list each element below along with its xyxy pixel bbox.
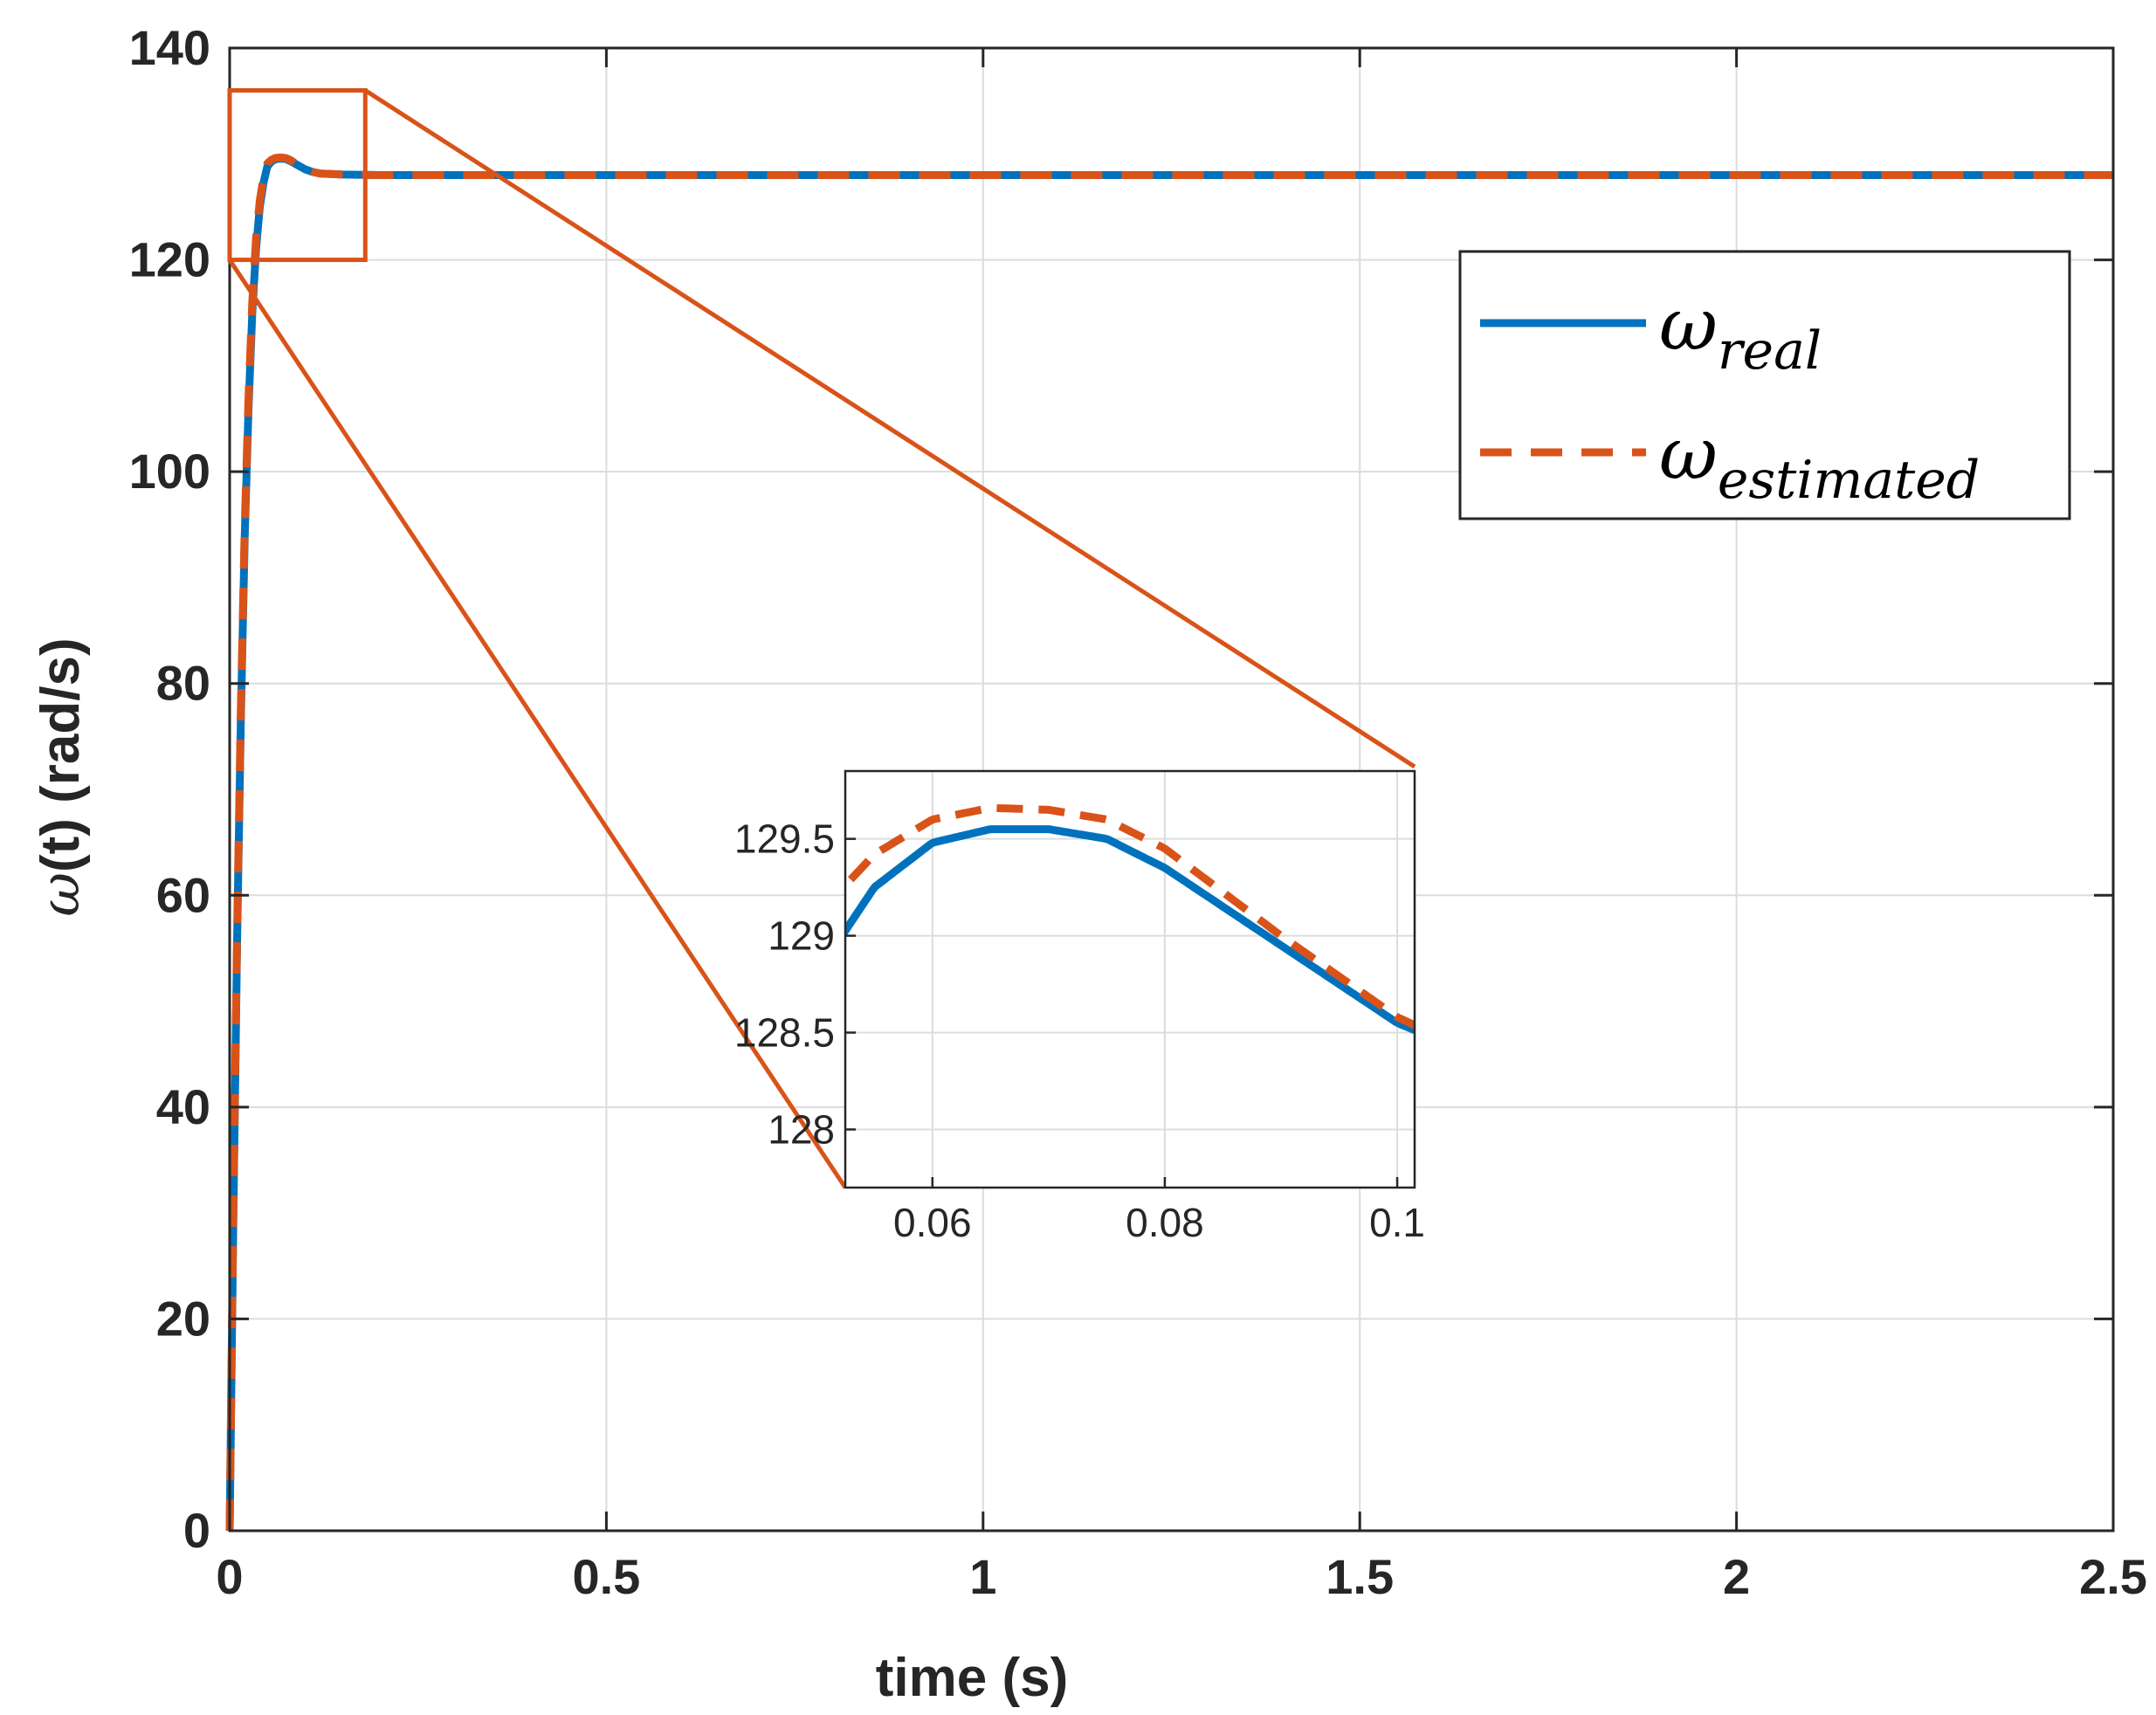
inset-x-tick-label: 0.06	[893, 1200, 972, 1245]
inset-x-tick-labels: 0.06 0.08 0.1	[893, 1200, 1425, 1245]
zoom-connector-upper	[363, 88, 1416, 769]
y-tick-label: 20	[156, 1291, 210, 1346]
x-tick-labels: 0 0.5 1 1.5 2 2.5	[216, 1549, 2147, 1604]
inset-series-real-line	[845, 825, 1415, 1035]
inset-y-tick-label: 129	[768, 913, 835, 959]
zoom-indicator	[227, 88, 1416, 1189]
legend-real-subscript: real	[1718, 320, 1822, 382]
legend: ωreal ωestimated	[1458, 250, 2071, 520]
x-tick-label: 1.5	[1326, 1549, 1394, 1604]
legend-estimated-symbol: ω	[1659, 413, 1718, 496]
y-tick-labels: 0 20 40 60 80 100 120 140	[129, 20, 210, 1558]
inset-y-tick-labels: 128 128.5 129 129.5	[734, 816, 835, 1153]
y-tick-label: 40	[156, 1079, 210, 1134]
x-tick-label: 0.5	[572, 1549, 640, 1604]
inset-series-estimated-line	[845, 803, 1415, 1030]
y-tick-label: 100	[129, 444, 210, 499]
legend-box	[1458, 250, 2071, 520]
y-tick-label: 0	[183, 1503, 210, 1558]
y-tick-label: 60	[156, 867, 210, 922]
x-tick-label: 2.5	[2079, 1549, 2147, 1604]
main-axes-frame	[228, 46, 2115, 1532]
zoom-box	[227, 88, 368, 263]
x-tick-label: 2	[1723, 1549, 1750, 1604]
inset-ticks	[845, 837, 1399, 1188]
inset-x-tick-label: 0.08	[1126, 1200, 1204, 1245]
y-axis-title: ω(t) (rad/s)	[28, 637, 92, 916]
inset-axes-frame	[844, 769, 1416, 1189]
legend-estimated-subscript: estimated	[1718, 450, 1980, 511]
x-tick-label: 0	[216, 1549, 243, 1604]
legend-label-estimated: ωestimated	[1659, 413, 1980, 511]
y-tick-label: 140	[129, 20, 210, 75]
x-tick-label: 1	[969, 1549, 996, 1604]
zoom-connector-lower	[227, 258, 848, 1189]
legend-real-symbol: ω	[1659, 284, 1718, 367]
inset-x-tick-label: 0.1	[1369, 1200, 1425, 1245]
y-axis-title-text: (t) (rad/s)	[31, 637, 91, 872]
x-axis-title: time (s)	[876, 1648, 1068, 1708]
y-tick-label: 120	[129, 232, 210, 287]
inset-y-tick-label: 128.5	[734, 1010, 835, 1056]
inset-y-tick-label: 128	[768, 1106, 835, 1152]
y-axis-title-symbol: ω	[28, 872, 92, 917]
legend-label-real: ωreal	[1659, 284, 1822, 382]
y-tick-label: 80	[156, 656, 210, 711]
inset-series	[845, 803, 1415, 1035]
inset-y-tick-label: 129.5	[734, 816, 835, 862]
